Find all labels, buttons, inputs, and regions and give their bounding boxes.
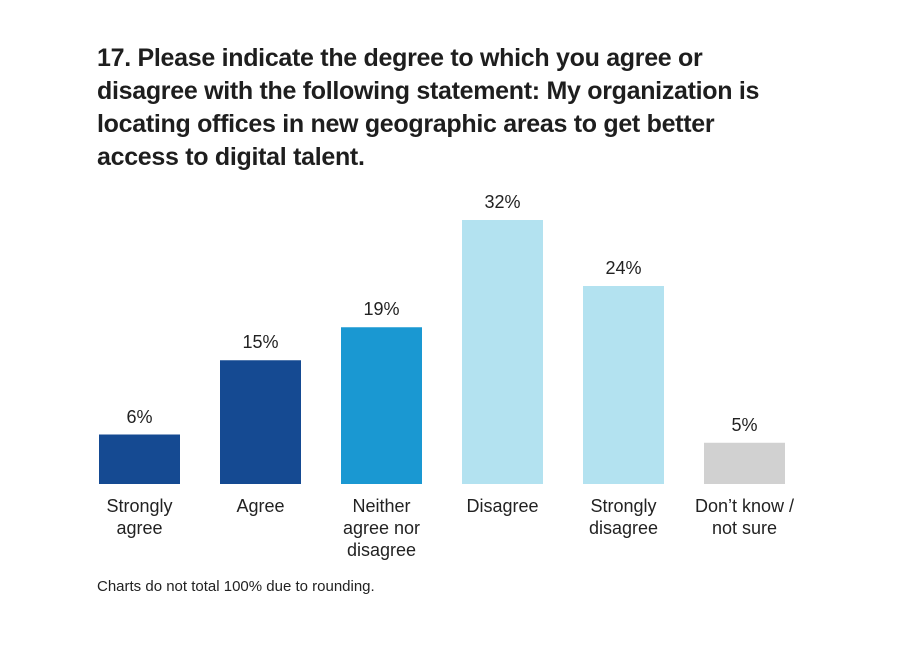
bar bbox=[583, 286, 664, 484]
x-tick-label: Neither agree nor disagree bbox=[342, 496, 421, 560]
x-tick-label: Strongly disagree bbox=[588, 496, 659, 538]
bar bbox=[462, 220, 543, 484]
value-label: 5% bbox=[731, 414, 758, 435]
value-label: 32% bbox=[484, 192, 521, 212]
value-label: 15% bbox=[242, 332, 279, 353]
bar bbox=[704, 442, 785, 484]
footnote: Charts do not total 100% due to rounding… bbox=[97, 578, 375, 595]
value-label: 24% bbox=[605, 258, 642, 278]
value-label: 6% bbox=[126, 406, 153, 427]
bar bbox=[341, 327, 422, 484]
x-tick-label: Agree bbox=[236, 496, 285, 516]
x-tick-label: Strongly agree bbox=[106, 496, 173, 538]
bar bbox=[220, 360, 301, 484]
x-tick-label: Disagree bbox=[466, 496, 539, 516]
value-label: 19% bbox=[363, 299, 400, 320]
chart-title: 17. Please indicate the degree to which … bbox=[97, 44, 760, 171]
bar bbox=[99, 434, 180, 484]
x-tick-label: Don’t know / not sure bbox=[694, 496, 795, 538]
